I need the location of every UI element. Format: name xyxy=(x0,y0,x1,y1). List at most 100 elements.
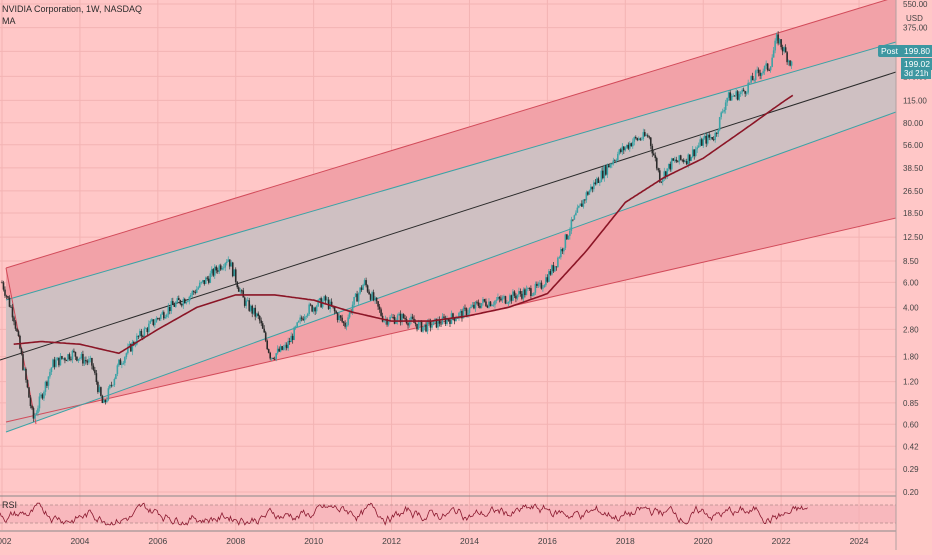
candle-body xyxy=(40,394,42,397)
candle-body xyxy=(527,288,529,289)
candle-body xyxy=(554,266,556,272)
inner-lower-line xyxy=(5,111,897,433)
candle-body xyxy=(79,358,81,359)
candle-body xyxy=(480,303,483,308)
candle-body xyxy=(667,163,670,169)
candle-body xyxy=(231,262,234,277)
candle-body xyxy=(311,305,313,312)
candle-body xyxy=(198,282,201,288)
candle-body xyxy=(333,307,336,312)
candle-body xyxy=(212,269,215,276)
candle-body xyxy=(71,350,74,360)
candle-body xyxy=(628,143,631,149)
candle-body xyxy=(411,316,414,319)
candle-body xyxy=(609,164,612,168)
candle-body xyxy=(735,91,737,96)
candle-body xyxy=(684,161,687,162)
candle-body xyxy=(254,307,257,317)
candle-body xyxy=(170,301,173,312)
candle-body xyxy=(371,292,373,300)
candle-body xyxy=(652,153,655,156)
candle-body xyxy=(354,293,357,297)
candle-body xyxy=(338,315,340,321)
moving-average xyxy=(13,94,794,355)
candle-body xyxy=(458,312,460,318)
candle-body xyxy=(398,313,400,316)
candle-body xyxy=(360,287,363,290)
x-tick-label: 2022 xyxy=(772,536,791,546)
candle-body xyxy=(775,34,778,41)
candle-body xyxy=(353,296,355,305)
candle-body xyxy=(395,320,397,324)
candle-body xyxy=(639,138,642,140)
candle-body xyxy=(73,350,75,352)
candle-body xyxy=(155,318,158,323)
candle-body xyxy=(422,327,424,332)
candle-body xyxy=(222,267,225,269)
candle-body xyxy=(175,302,177,307)
candle-body xyxy=(459,310,462,313)
candle-body xyxy=(13,317,15,322)
candle-body xyxy=(122,362,125,364)
candle-body xyxy=(703,135,706,139)
candle-body xyxy=(669,163,672,170)
candle-body xyxy=(470,306,472,309)
candle-body xyxy=(739,92,742,95)
candle-body xyxy=(152,319,155,326)
candle-body xyxy=(255,313,258,317)
candle-body xyxy=(28,387,30,398)
candle-body xyxy=(575,212,577,216)
candle-body xyxy=(455,318,457,322)
candle-body xyxy=(392,316,394,318)
post-market-tag: Post xyxy=(878,45,902,57)
candle-body xyxy=(417,322,420,330)
candle-body xyxy=(372,292,375,301)
candle-body xyxy=(291,335,294,340)
candle-body xyxy=(471,304,474,307)
candle-body xyxy=(290,335,292,343)
candle-body xyxy=(510,295,513,301)
candle-body xyxy=(365,280,367,286)
candle-body xyxy=(179,300,182,305)
candle-body xyxy=(672,158,675,161)
rsi-indicator-label[interactable]: RSI xyxy=(2,500,18,510)
candle-body xyxy=(498,296,501,299)
candle-body xyxy=(615,160,618,161)
y-tick-label: 0.60 xyxy=(903,420,919,429)
candle-body xyxy=(410,316,412,321)
candle-body xyxy=(158,318,161,320)
candle-body xyxy=(270,357,273,359)
candle-body xyxy=(420,320,423,332)
candle-body xyxy=(642,132,645,139)
candle-body xyxy=(258,315,261,321)
candle-body xyxy=(727,92,730,98)
candle-body xyxy=(94,369,96,374)
countdown-tag: 3d 21h xyxy=(901,68,932,79)
candle-body xyxy=(210,269,213,274)
candle-body xyxy=(772,50,775,58)
candle-body xyxy=(59,356,62,366)
ma-indicator-label[interactable]: MA xyxy=(2,16,16,26)
candle-body xyxy=(587,192,589,195)
candle-body xyxy=(578,206,580,208)
candle-body xyxy=(506,303,508,305)
candle-body xyxy=(32,408,35,419)
candle-body xyxy=(519,291,522,294)
candle-body xyxy=(178,298,180,301)
candle-body xyxy=(375,297,378,302)
candle-body xyxy=(252,307,255,314)
candle-body xyxy=(293,327,295,340)
candle-body xyxy=(339,315,342,318)
candle-body xyxy=(297,320,300,323)
candle-body xyxy=(522,289,525,299)
candle-body xyxy=(80,353,83,359)
candle-body xyxy=(590,186,592,191)
candle-body xyxy=(530,288,532,297)
candle-body xyxy=(92,365,95,370)
candle-body xyxy=(477,302,480,306)
y-tick-label: 38.50 xyxy=(903,164,924,173)
candle-body xyxy=(567,235,570,240)
